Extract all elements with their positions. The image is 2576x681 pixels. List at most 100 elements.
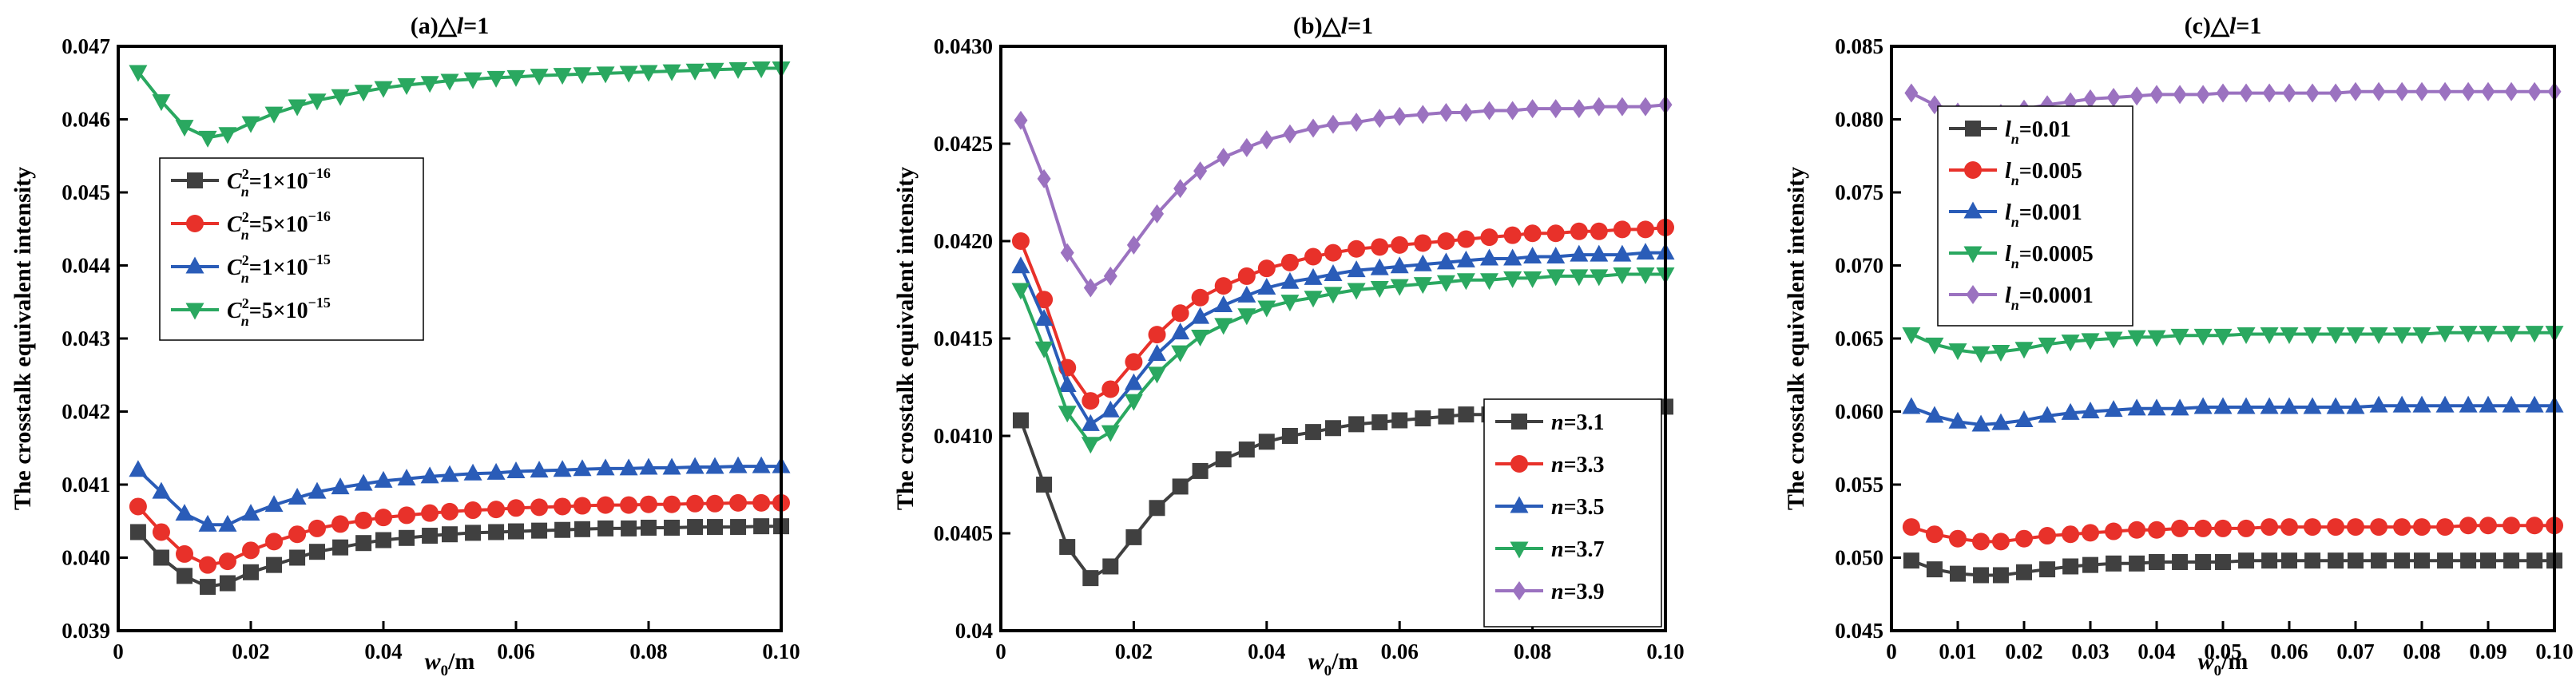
legend: ln=0.01 ln=0.005 ln=0.001 ln=0.0005 ln=0.000… [1937, 105, 2133, 327]
data-point [463, 463, 482, 481]
data-point [1101, 400, 1120, 418]
data-point [488, 524, 505, 540]
data-point [1237, 308, 1256, 326]
data-point [440, 73, 459, 91]
data-point [219, 575, 236, 592]
legend-label: n=3.3 [1551, 453, 1605, 477]
data-point [1948, 343, 1967, 361]
data-point [639, 65, 658, 82]
data-point [639, 457, 658, 475]
data-point [2280, 327, 2299, 345]
data-point [1413, 254, 1432, 271]
chart-panel-2: (b)△l=1 0 0.02 0.04 0.06 0.08 0.10 0.04 0.0405 0.… [892, 13, 1685, 679]
data-point [1191, 288, 1209, 307]
data-point [1280, 271, 1300, 289]
data-point [2503, 552, 2520, 569]
data-point [1011, 256, 1030, 274]
data-point [1324, 263, 1343, 281]
y-axis-label: The crosstalk equivalent intensity [892, 167, 919, 510]
data-point [1102, 558, 1119, 575]
x-tick-label: 0.05 [2204, 639, 2241, 663]
data-point [2526, 517, 2544, 535]
data-point [687, 519, 704, 536]
data-point [2435, 326, 2455, 343]
data-point [2260, 327, 2279, 345]
data-point [1081, 414, 1100, 431]
legend-marker [1964, 161, 1982, 179]
data-point [1503, 271, 1522, 288]
data-point [2082, 524, 2099, 542]
data-point [1636, 267, 1655, 284]
data-point [129, 497, 147, 516]
legend-box [1483, 398, 1662, 628]
legend-label: n=3.7 [1551, 537, 1605, 562]
data-point [531, 522, 548, 539]
data-point [1590, 269, 1609, 287]
data-point [2369, 395, 2388, 413]
data-point [2435, 395, 2455, 413]
data-point [2394, 552, 2411, 569]
data-point [1392, 106, 1407, 126]
x-tick-label: 0.08 [1514, 639, 1551, 663]
data-point [2369, 327, 2388, 345]
chart-panel-3: (c)△l=1 0 0.01 0.02 0.03 0.04 0.05 0.06 0.07 0.08… [1783, 13, 2574, 679]
y-tick-label: 0.040 [62, 546, 110, 570]
data-point [129, 65, 148, 82]
data-point [2214, 519, 2232, 537]
data-point [2170, 328, 2189, 346]
legend-label: ln=0.005 [2005, 159, 2082, 188]
data-point [2372, 81, 2386, 101]
data-point [752, 456, 771, 473]
data-point [619, 65, 638, 83]
data-point [241, 504, 260, 521]
data-point [153, 549, 169, 566]
data-point [2527, 81, 2542, 101]
x-tick-label: 0.10 [2535, 639, 2573, 663]
data-point [1260, 130, 1274, 150]
data-point [1281, 428, 1298, 444]
data-point [2303, 397, 2322, 414]
data-point [2061, 402, 2080, 420]
data-point [2371, 552, 2387, 569]
data-point [1034, 309, 1054, 327]
data-point [596, 66, 615, 84]
data-point [440, 465, 459, 482]
data-point [463, 72, 482, 89]
y-axis-label: The crosstalk equivalent intensity [1783, 167, 1809, 510]
data-point [2213, 397, 2233, 414]
x-tick-label: 0.02 [2005, 639, 2042, 663]
legend-marker [1966, 285, 1980, 304]
data-point [1124, 394, 1143, 411]
series-3 [1011, 243, 1675, 431]
data-point [2327, 518, 2345, 536]
data-point [1347, 283, 1366, 300]
data-point [2370, 518, 2388, 536]
data-point [1237, 267, 1256, 285]
data-point [1503, 226, 1522, 244]
data-point [530, 69, 549, 86]
data-point [1306, 118, 1320, 138]
data-point [2348, 552, 2364, 569]
legend-marker [1511, 414, 1527, 430]
data-point [1348, 240, 1366, 258]
chart-panel-1: (a)△l=1 0 0.02 0.04 0.06 0.08 0.10 0.039 0.040 0.… [10, 13, 800, 679]
legend-label: C2 n=1×10−15 [227, 251, 331, 286]
data-point [1615, 97, 1629, 117]
data-point [175, 504, 194, 521]
data-point [1546, 224, 1565, 243]
data-point [198, 130, 217, 148]
data-point [1011, 283, 1030, 300]
data-point [1034, 341, 1054, 358]
y-tick-label: 0.0405 [934, 521, 993, 545]
data-point [1973, 567, 1990, 584]
data-point [2170, 398, 2189, 416]
data-point [1415, 410, 1431, 427]
data-point [1191, 307, 1210, 324]
data-point [1570, 269, 1589, 287]
x-axis-label: w0/m [425, 648, 475, 679]
legend-label: C2 n=1×10−16 [227, 165, 331, 200]
series-2 [129, 493, 790, 574]
data-point [1037, 168, 1051, 188]
data-point [1059, 539, 1076, 556]
